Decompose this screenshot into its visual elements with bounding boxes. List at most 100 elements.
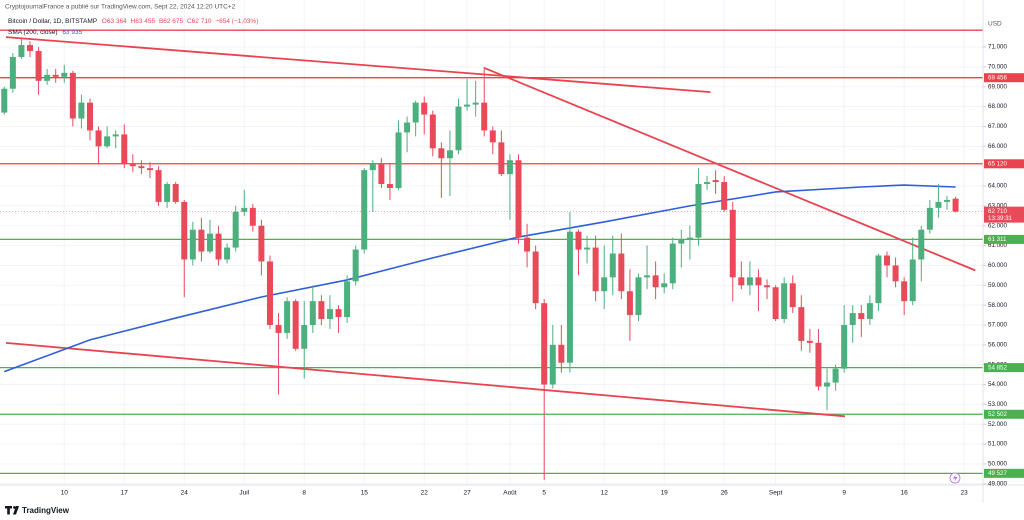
y-tick-label: 68.000 [988,103,1007,110]
candle-body [26,45,33,52]
y-tick-label: 50.000 [988,461,1007,468]
axis-layer: 49.00050.00051.00052.00053.00054.00055.0… [61,44,1024,497]
candle-body [121,134,128,165]
candle-body [789,283,796,308]
candle-body [215,233,222,260]
candle-body [669,243,676,284]
candle-body [455,106,462,151]
level-label: 65 120 [988,160,1007,167]
candle-body [712,180,719,183]
y-tick-label: 71.000 [988,44,1007,51]
legend-close: C62 710 [187,18,212,25]
y-tick-label: 49.000 [988,480,1007,487]
candle-body [9,56,16,89]
candle-body [541,303,548,385]
x-tick-label: 19 [661,490,669,497]
candle-body [352,249,359,282]
trendline [5,341,846,418]
candle-body [446,150,453,159]
candle-body [866,303,873,320]
candle-body [206,233,213,252]
y-tick-label: 66.000 [988,143,1007,150]
y-tick-label: 56.000 [988,341,1007,348]
candle-body [335,309,342,318]
x-tick-label: 15 [361,490,369,497]
candle-body [584,247,591,250]
candle-body [301,324,308,349]
y-tick-label: 62.000 [988,222,1007,229]
candle-body [764,285,771,288]
candle-body [841,324,848,369]
level-tag [984,363,1024,373]
candle-body [549,344,556,385]
level-tag [984,409,1024,419]
candle-body [189,229,196,260]
candle-body [738,277,745,286]
candle-body [1,88,8,113]
candle-body [506,160,513,175]
candle-body [901,281,908,302]
candle-body [601,277,608,292]
candle-body [395,132,402,189]
candle-body [832,368,839,383]
candle-body [661,283,668,288]
candle-body [404,122,411,133]
candle-body [686,237,693,240]
candle-body [44,74,51,81]
candle-body [824,382,831,387]
candle-body [858,313,865,320]
candle-body [575,231,582,250]
candle-body [378,164,385,185]
candle-body [524,237,531,252]
candle-body [155,170,162,202]
logo: TradingView [5,506,70,515]
candle-body [626,291,633,316]
x-tick-label: 12 [601,490,609,497]
candle-body [566,231,573,363]
candle-body [112,134,119,137]
candle-body [224,247,231,260]
x-tick-label: 23 [961,490,969,497]
candle-body [678,239,685,244]
indicator-value: 63 935 [62,29,82,36]
candle-body [472,102,479,105]
candle-body [644,275,651,278]
x-tick-label: Sept [769,490,783,497]
level-label: 52 502 [988,411,1007,418]
y-tick-label: 63.000 [988,203,1007,210]
x-tick-label: Août [503,490,517,497]
legend-high: H63 455 [131,18,156,25]
candle-body [78,102,85,119]
x-tick-label: 10 [61,490,69,497]
candle-body [849,313,856,325]
candles-layer [1,39,959,480]
y-tick-label: 67.000 [988,123,1007,130]
candle-body [164,184,171,202]
candle-body [249,207,256,226]
candle-body [61,72,68,77]
candle-body [52,74,59,77]
x-tick-label: 9 [842,490,846,497]
candle-body [386,184,393,189]
candle-body [558,344,565,363]
candle-body [695,184,702,238]
candle-body [944,199,951,202]
candle-body [592,247,599,292]
level-label: 61 311 [988,236,1007,243]
indicator-legend: SMA (200, close) 63 935 [8,29,83,36]
y-tick-label: 53.000 [988,401,1007,408]
candle-body [935,201,942,208]
level-tag [984,234,1024,244]
candle-body [326,309,333,320]
candle-body [609,253,616,278]
candle-body [258,225,265,262]
candle-body [704,182,711,185]
candle-body [772,287,779,320]
level-label: 49 527 [988,470,1007,477]
candle-body [746,277,753,286]
candle-body [241,207,248,212]
y-tick-label: 61.000 [988,242,1007,249]
x-tick-label: 8 [302,490,306,497]
candle-body [412,102,419,123]
